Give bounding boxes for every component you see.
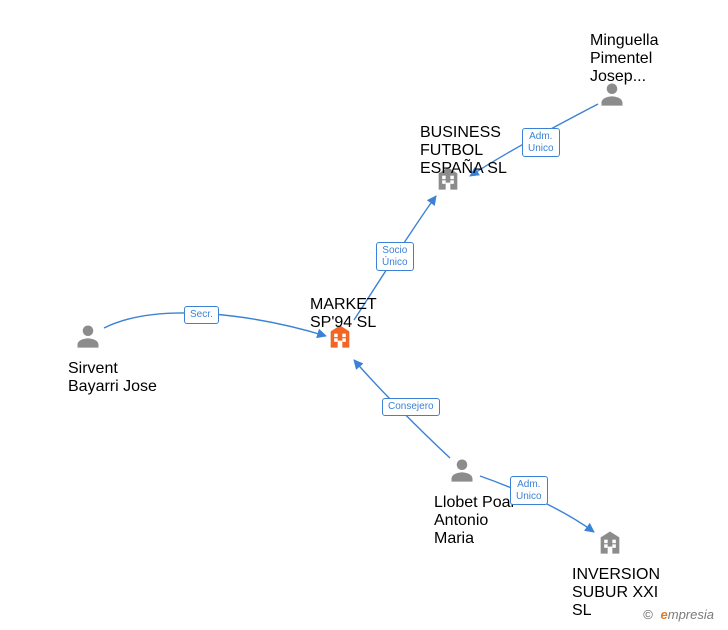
- edge-label-e-socio: SocioÚnico: [376, 242, 414, 271]
- brand-first-letter: e: [661, 607, 668, 622]
- node-label: Sirvent Bayarri Jose: [68, 360, 158, 396]
- copyright-symbol: ©: [643, 607, 653, 622]
- company-icon: [596, 528, 624, 561]
- person-icon: [74, 322, 102, 355]
- node-label: MARKET SP'94 SL: [310, 296, 400, 332]
- node-label: BUSINESS FUTBOL ESPAÑA SL: [420, 124, 510, 178]
- footer-credit: © empresia: [643, 607, 714, 622]
- person-icon: [448, 456, 476, 489]
- node-label: Minguella Pimentel Josep...: [590, 32, 680, 86]
- edge-label-e-secr: Secr.: [184, 306, 219, 324]
- brand-rest: mpresia: [668, 607, 714, 622]
- diagram-canvas: Sirvent Bayarri Jose MARKET SP'94 SL BUSIN…: [0, 0, 728, 630]
- edge-label-e-consejero: Consejero: [382, 398, 440, 416]
- edge-label-e-admu1: Adm.Unico: [522, 128, 560, 157]
- edge-label-e-admu2: Adm.Unico: [510, 476, 548, 505]
